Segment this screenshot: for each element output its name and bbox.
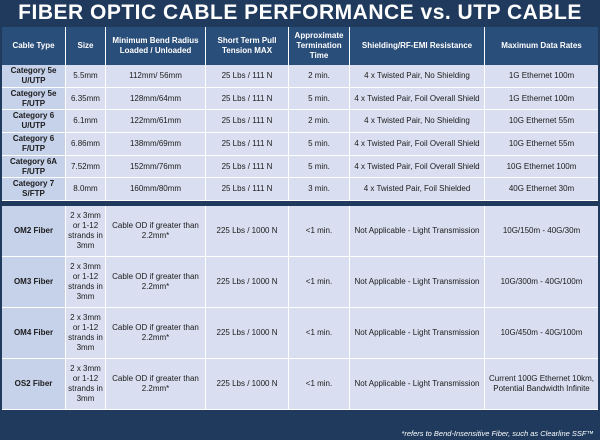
table-cell: 5 min.: [289, 87, 350, 111]
table-cell: Cable OD if greater than 2.2mm*: [106, 257, 206, 309]
comparison-table: Cable Type Size Minimum Bend Radius Load…: [2, 27, 598, 411]
table-cell: Not Applicable - Light Transmission: [350, 308, 485, 360]
table-cell: 8.0mm: [66, 178, 106, 202]
cable-type-cell: Category 6 U/UTP: [2, 110, 66, 134]
footnote: *refers to Bend-Insensitive Fiber, such …: [401, 429, 594, 438]
table-row: OS2 Fiber 2 x 3mm or 1-12 strands in 3mm…: [2, 359, 598, 411]
table-cell: Cable OD if greater than 2.2mm*: [106, 206, 206, 258]
table-cell: 25 Lbs / 111 N: [206, 87, 289, 111]
table-cell: 225 Lbs / 1000 N: [206, 206, 289, 258]
header-cell: Cable Type: [2, 27, 66, 65]
table-cell: Cable OD if greater than 2.2mm*: [106, 308, 206, 360]
table-cell: 2 min.: [289, 110, 350, 134]
header-cell: Minimum Bend Radius Loaded / Unloaded: [106, 27, 206, 65]
table-cell: 25 Lbs / 111 N: [206, 178, 289, 202]
table-cell: 10G/450m - 40G/100m: [485, 308, 598, 360]
table-cell: 5 min.: [289, 155, 350, 179]
table-row: OM3 Fiber 2 x 3mm or 1-12 strands in 3mm…: [2, 257, 598, 309]
table-cell: 25 Lbs / 111 N: [206, 65, 289, 88]
table-row: OM4 Fiber 2 x 3mm or 1-12 strands in 3mm…: [2, 308, 598, 360]
table-cell: 5 min.: [289, 133, 350, 156]
table-cell: 2 x 3mm or 1-12 strands in 3mm: [66, 206, 106, 258]
header-cell: Approximate Termination Time: [289, 27, 350, 65]
table-cell: 10G Ethernet 100m: [485, 155, 598, 179]
page-title: FIBER OPTIC CABLE PERFORMANCE vs. UTP CA…: [18, 1, 582, 24]
table-cell: 10G/150m - 40G/30m: [485, 206, 598, 258]
table-row: Category 6 F/UTP 6.86mm 138mm/69mm 25 Lb…: [2, 133, 598, 156]
table-cell: 225 Lbs / 1000 N: [206, 359, 289, 411]
table-cell: 122mm/61mm: [106, 110, 206, 134]
table-cell: <1 min.: [289, 257, 350, 309]
table-cell: 5.5mm: [66, 65, 106, 88]
table-cell: 10G Ethernet 55m: [485, 133, 598, 156]
table-cell: 7.52mm: [66, 155, 106, 179]
table-cell: 4 x Twisted Pair, No Shielding: [350, 110, 485, 134]
table-cell: 2 x 3mm or 1-12 strands in 3mm: [66, 308, 106, 360]
table-cell: <1 min.: [289, 206, 350, 258]
table-cell: 225 Lbs / 1000 N: [206, 308, 289, 360]
table-cell: 160mm/80mm: [106, 178, 206, 202]
table-cell: 2 x 3mm or 1-12 strands in 3mm: [66, 257, 106, 309]
table-row: Category 5e F/UTP 6.35mm 128mm/64mm 25 L…: [2, 87, 598, 111]
cable-type-cell: OM2 Fiber: [2, 206, 66, 258]
cable-type-cell: Category 6 F/UTP: [2, 133, 66, 156]
table-row: OM2 Fiber 2 x 3mm or 1-12 strands in 3mm…: [2, 206, 598, 258]
table-cell: 6.1mm: [66, 110, 106, 134]
table-cell: 10G Ethernet 55m: [485, 110, 598, 134]
table-cell: Not Applicable - Light Transmission: [350, 257, 485, 309]
table-cell: <1 min.: [289, 308, 350, 360]
table-cell: 4 x Twisted Pair, Foil Overall Shield: [350, 87, 485, 111]
cable-type-cell: Category 6A F/UTP: [2, 155, 66, 179]
header-cell: Short Term Pull Tension MAX: [206, 27, 289, 65]
table-cell: Current 100G Ethernet 10km, Potential Ba…: [485, 359, 598, 411]
table-row: Category 6A F/UTP 7.52mm 152mm/76mm 25 L…: [2, 155, 598, 179]
cable-type-cell: OM4 Fiber: [2, 308, 66, 360]
table-cell: 25 Lbs / 111 N: [206, 155, 289, 179]
table-row: Category 6 U/UTP 6.1mm 122mm/61mm 25 Lbs…: [2, 110, 598, 134]
table-cell: 4 x Twisted Pair, Foil Overall Shield: [350, 133, 485, 156]
table-cell: 3 min.: [289, 178, 350, 202]
table-cell: Cable OD if greater than 2.2mm*: [106, 359, 206, 411]
cable-type-cell: Category 7 S/FTP: [2, 178, 66, 202]
table-cell: <1 min.: [289, 359, 350, 411]
table-cell: 138mm/69mm: [106, 133, 206, 156]
table-cell: Not Applicable - Light Transmission: [350, 359, 485, 411]
table-cell: 40G Ethernet 30m: [485, 178, 598, 202]
table-cell: 10G/300m - 40G/100m: [485, 257, 598, 309]
header-cell: Size: [66, 27, 106, 65]
table-cell: 128mm/64mm: [106, 87, 206, 111]
table-cell: 6.86mm: [66, 133, 106, 156]
cable-type-cell: OM3 Fiber: [2, 257, 66, 309]
table-cell: 112mm/ 56mm: [106, 65, 206, 88]
table-cell: 225 Lbs / 1000 N: [206, 257, 289, 309]
table-row: Category 7 S/FTP 8.0mm 160mm/80mm 25 Lbs…: [2, 178, 598, 202]
table-cell: 6.35mm: [66, 87, 106, 111]
table-cell: 2 x 3mm or 1-12 strands in 3mm: [66, 359, 106, 411]
table-cell: Not Applicable - Light Transmission: [350, 206, 485, 258]
cable-type-cell: OS2 Fiber: [2, 359, 66, 411]
table-cell: 152mm/76mm: [106, 155, 206, 179]
cable-type-cell: Category 5e U/UTP: [2, 65, 66, 88]
table-cell: 4 x Twisted Pair, Foil Overall Shield: [350, 155, 485, 179]
header-row: Cable Type Size Minimum Bend Radius Load…: [2, 27, 598, 65]
table-cell: 4 x Twisted Pair, Foil Shielded: [350, 178, 485, 202]
table-cell: 2 min.: [289, 65, 350, 88]
table-row: Category 5e U/UTP 5.5mm 112mm/ 56mm 25 L…: [2, 65, 598, 88]
table-cell: 4 x Twisted Pair, No Shielding: [350, 65, 485, 88]
table-cell: 1G Ethernet 100m: [485, 65, 598, 88]
table-cell: 1G Ethernet 100m: [485, 87, 598, 111]
cable-type-cell: Category 5e F/UTP: [2, 87, 66, 111]
header-cell: Maximum Data Rates: [485, 27, 598, 65]
section-divider: [2, 201, 598, 207]
header-cell: Shielding/RF-EMI Resistance: [350, 27, 485, 65]
table-cell: 25 Lbs / 111 N: [206, 133, 289, 156]
table-cell: 25 Lbs / 111 N: [206, 110, 289, 134]
